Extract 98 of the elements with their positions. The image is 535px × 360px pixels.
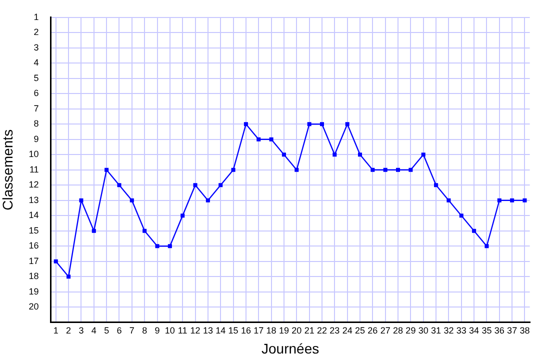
x-tick-label: 21 <box>304 325 314 336</box>
y-tick-label: 10 <box>28 149 39 160</box>
x-tick-label: 32 <box>444 325 454 336</box>
point <box>256 137 261 142</box>
x-tick-label: 18 <box>266 325 276 336</box>
point <box>130 198 134 202</box>
x-axis-title: Journées <box>262 340 320 356</box>
x-tick-label: 22 <box>316 325 327 336</box>
point <box>92 228 96 233</box>
x-tick-label: 26 <box>368 325 378 336</box>
point <box>79 198 84 202</box>
point <box>193 183 198 188</box>
point <box>180 214 185 218</box>
y-tick-label: 20 <box>28 302 39 312</box>
point <box>104 168 109 172</box>
y-tick-label: 9 <box>34 134 39 144</box>
x-tick-label: 36 <box>494 325 504 336</box>
x-tick-label: 5 <box>104 325 110 336</box>
x-tick-label: 11 <box>178 325 188 336</box>
point <box>142 228 147 233</box>
point <box>408 168 413 172</box>
point <box>206 198 210 202</box>
x-tick-label: 31 <box>431 325 442 336</box>
y-tick-label: 11 <box>29 164 39 174</box>
point <box>497 198 502 202</box>
point <box>218 183 223 188</box>
y-tick-label: 17 <box>28 256 39 266</box>
x-tick-label: 25 <box>354 325 366 336</box>
x-tick-label: 29 <box>406 325 416 336</box>
point <box>54 259 58 264</box>
x-tick-label: 28 <box>393 325 404 336</box>
x-tick-label: 8 <box>142 325 148 336</box>
x-tick-label: 16 <box>240 325 251 336</box>
x-tick-label: 10 <box>164 325 175 336</box>
y-tick-label: 2 <box>34 27 39 38</box>
point <box>117 183 122 188</box>
x-tick-label: 35 <box>482 325 492 336</box>
point <box>484 244 489 248</box>
x-tick-label: 27 <box>380 325 390 336</box>
point <box>320 122 324 126</box>
point <box>370 168 375 172</box>
point <box>269 137 274 142</box>
x-tick-label: 17 <box>254 325 264 336</box>
x-tick-label: 4 <box>91 325 96 336</box>
y-tick-label: 7 <box>34 103 39 114</box>
point <box>396 168 400 172</box>
point <box>282 152 286 157</box>
x-tick-label: 24 <box>342 325 352 336</box>
y-tick-label: 13 <box>28 194 39 205</box>
x-tick-label: 34 <box>469 325 480 336</box>
x-tick-label: 19 <box>278 325 289 336</box>
point <box>332 152 337 157</box>
point <box>66 274 71 279</box>
x-tick-label: 9 <box>154 325 160 336</box>
point <box>231 168 236 172</box>
y-tick-label: 8 <box>34 118 39 129</box>
x-tick-label: 13 <box>202 325 213 336</box>
x-tick-label: 6 <box>116 325 122 336</box>
point <box>522 198 527 202</box>
x-tick-label: 1 <box>53 325 58 336</box>
x-tick-label: 33 <box>456 325 466 336</box>
x-tick-label: 38 <box>520 325 530 336</box>
x-tick-label: 23 <box>330 325 340 336</box>
point <box>345 122 350 126</box>
point <box>434 183 438 188</box>
point <box>294 168 299 172</box>
point <box>446 198 451 202</box>
y-axis-title: Classements <box>0 129 16 210</box>
point <box>244 122 248 126</box>
point <box>383 168 388 172</box>
y-tick-label: 3 <box>34 42 39 52</box>
x-tick-label: 37 <box>507 325 518 336</box>
point <box>168 244 172 248</box>
y-tick-label: 12 <box>28 180 39 190</box>
point <box>472 228 476 233</box>
x-tick-label: 14 <box>216 325 226 336</box>
point <box>307 122 312 126</box>
x-tick-label: 15 <box>228 325 238 336</box>
y-tick-label: 14 <box>28 210 39 220</box>
x-tick-label: 7 <box>129 325 134 336</box>
y-tick-label: 1 <box>34 12 39 22</box>
x-tick-label: 3 <box>78 325 84 336</box>
point <box>421 152 426 157</box>
y-tick-label: 5 <box>34 72 39 83</box>
point <box>459 214 464 218</box>
x-tick-label: 12 <box>190 325 200 336</box>
y-tick-label: 15 <box>28 225 39 236</box>
x-tick-label: 2 <box>66 325 72 336</box>
x-tick-label: 30 <box>418 325 428 336</box>
y-tick-label: 4 <box>34 58 39 68</box>
point <box>358 152 362 157</box>
point <box>510 198 514 202</box>
x-tick-label: 20 <box>292 325 302 336</box>
y-tick-label: 16 <box>28 240 39 251</box>
y-tick-label: 18 <box>28 271 39 282</box>
point <box>155 244 160 248</box>
y-tick-label: 6 <box>34 88 39 98</box>
y-tick-label: 19 <box>28 286 39 296</box>
